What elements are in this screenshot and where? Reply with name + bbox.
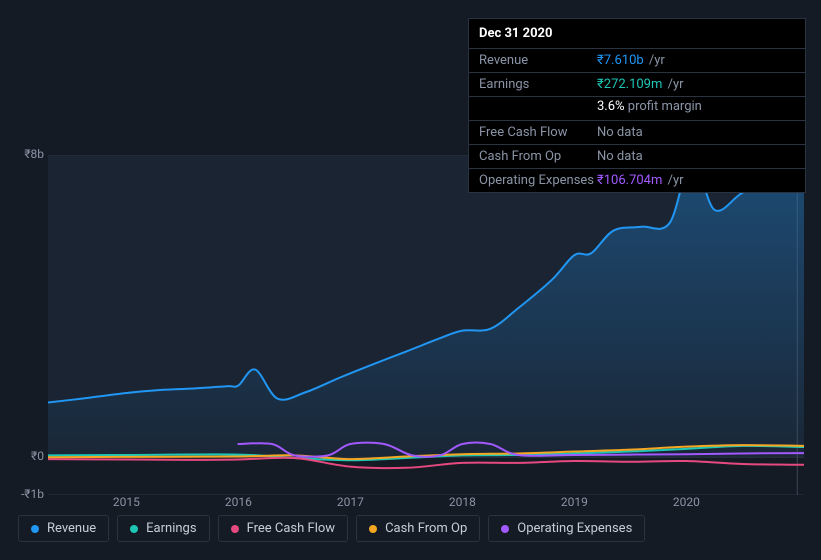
legend-item[interactable]: Cash From Op bbox=[356, 515, 480, 542]
tooltip-row: Revenue₹7.610b /yr bbox=[469, 49, 805, 73]
legend-dot-icon bbox=[231, 525, 239, 533]
x-axis-labels: 2015 2016 2017 2018 2019 2020 bbox=[48, 495, 804, 515]
financials-chart-container: { "tooltip": { "date": "Dec 31 2020", "r… bbox=[0, 0, 821, 560]
tooltip-subrow: 3.6% profit margin bbox=[469, 97, 805, 121]
legend-item[interactable]: Earnings bbox=[117, 515, 209, 542]
tooltip-row-value: No data bbox=[597, 149, 643, 164]
tooltip-row-value: No data bbox=[597, 125, 643, 140]
tooltip-row: Earnings₹272.109m /yr bbox=[469, 73, 805, 97]
tooltip-row-label: Cash From Op bbox=[479, 149, 597, 164]
x-axis-label: 2017 bbox=[337, 495, 364, 509]
chart-legend: Revenue Earnings Free Cash Flow Cash From O… bbox=[18, 515, 645, 542]
y-axis-label: ₹0 bbox=[4, 449, 44, 463]
chart-tooltip: Dec 31 2020 Revenue₹7.610b /yrEarnings₹2… bbox=[468, 18, 806, 193]
y-axis-label: -₹1b bbox=[4, 487, 44, 501]
x-axis-label: 2016 bbox=[225, 495, 252, 509]
tooltip-row-value: ₹106.704m /yr bbox=[597, 173, 684, 188]
x-axis-label: 2015 bbox=[113, 495, 140, 509]
tooltip-row-label: Operating Expenses bbox=[479, 173, 597, 188]
legend-dot-icon bbox=[31, 525, 39, 533]
tooltip-row-label: Revenue bbox=[479, 53, 597, 68]
legend-dot-icon bbox=[501, 525, 509, 533]
tooltip-date: Dec 31 2020 bbox=[469, 19, 805, 49]
tooltip-row-value: ₹272.109m /yr bbox=[597, 77, 684, 92]
legend-label: Earnings bbox=[146, 521, 196, 536]
tooltip-row-value: ₹7.610b /yr bbox=[597, 53, 665, 68]
legend-item[interactable]: Revenue bbox=[18, 515, 109, 542]
legend-label: Revenue bbox=[47, 521, 96, 536]
legend-label: Cash From Op bbox=[385, 521, 467, 536]
legend-label: Operating Expenses bbox=[517, 521, 632, 536]
chart-plot[interactable] bbox=[48, 155, 804, 495]
legend-item[interactable]: Free Cash Flow bbox=[218, 515, 348, 542]
chart-svg bbox=[48, 155, 804, 495]
x-axis-label: 2018 bbox=[449, 495, 476, 509]
legend-label: Free Cash Flow bbox=[247, 521, 335, 536]
tooltip-row-label: Earnings bbox=[479, 77, 597, 92]
x-axis-label: 2019 bbox=[561, 495, 588, 509]
tooltip-row: Operating Expenses₹106.704m /yr bbox=[469, 169, 805, 192]
x-axis-label: 2020 bbox=[673, 495, 700, 509]
y-axis-label: ₹8b bbox=[4, 147, 44, 161]
tooltip-row-label: Free Cash Flow bbox=[479, 125, 597, 140]
legend-dot-icon bbox=[369, 525, 377, 533]
legend-dot-icon bbox=[130, 525, 138, 533]
tooltip-row: Cash From OpNo data bbox=[469, 145, 805, 169]
legend-item[interactable]: Operating Expenses bbox=[488, 515, 645, 542]
chart-area: ₹8b₹0-₹1b bbox=[18, 155, 804, 495]
tooltip-row: Free Cash FlowNo data bbox=[469, 121, 805, 145]
